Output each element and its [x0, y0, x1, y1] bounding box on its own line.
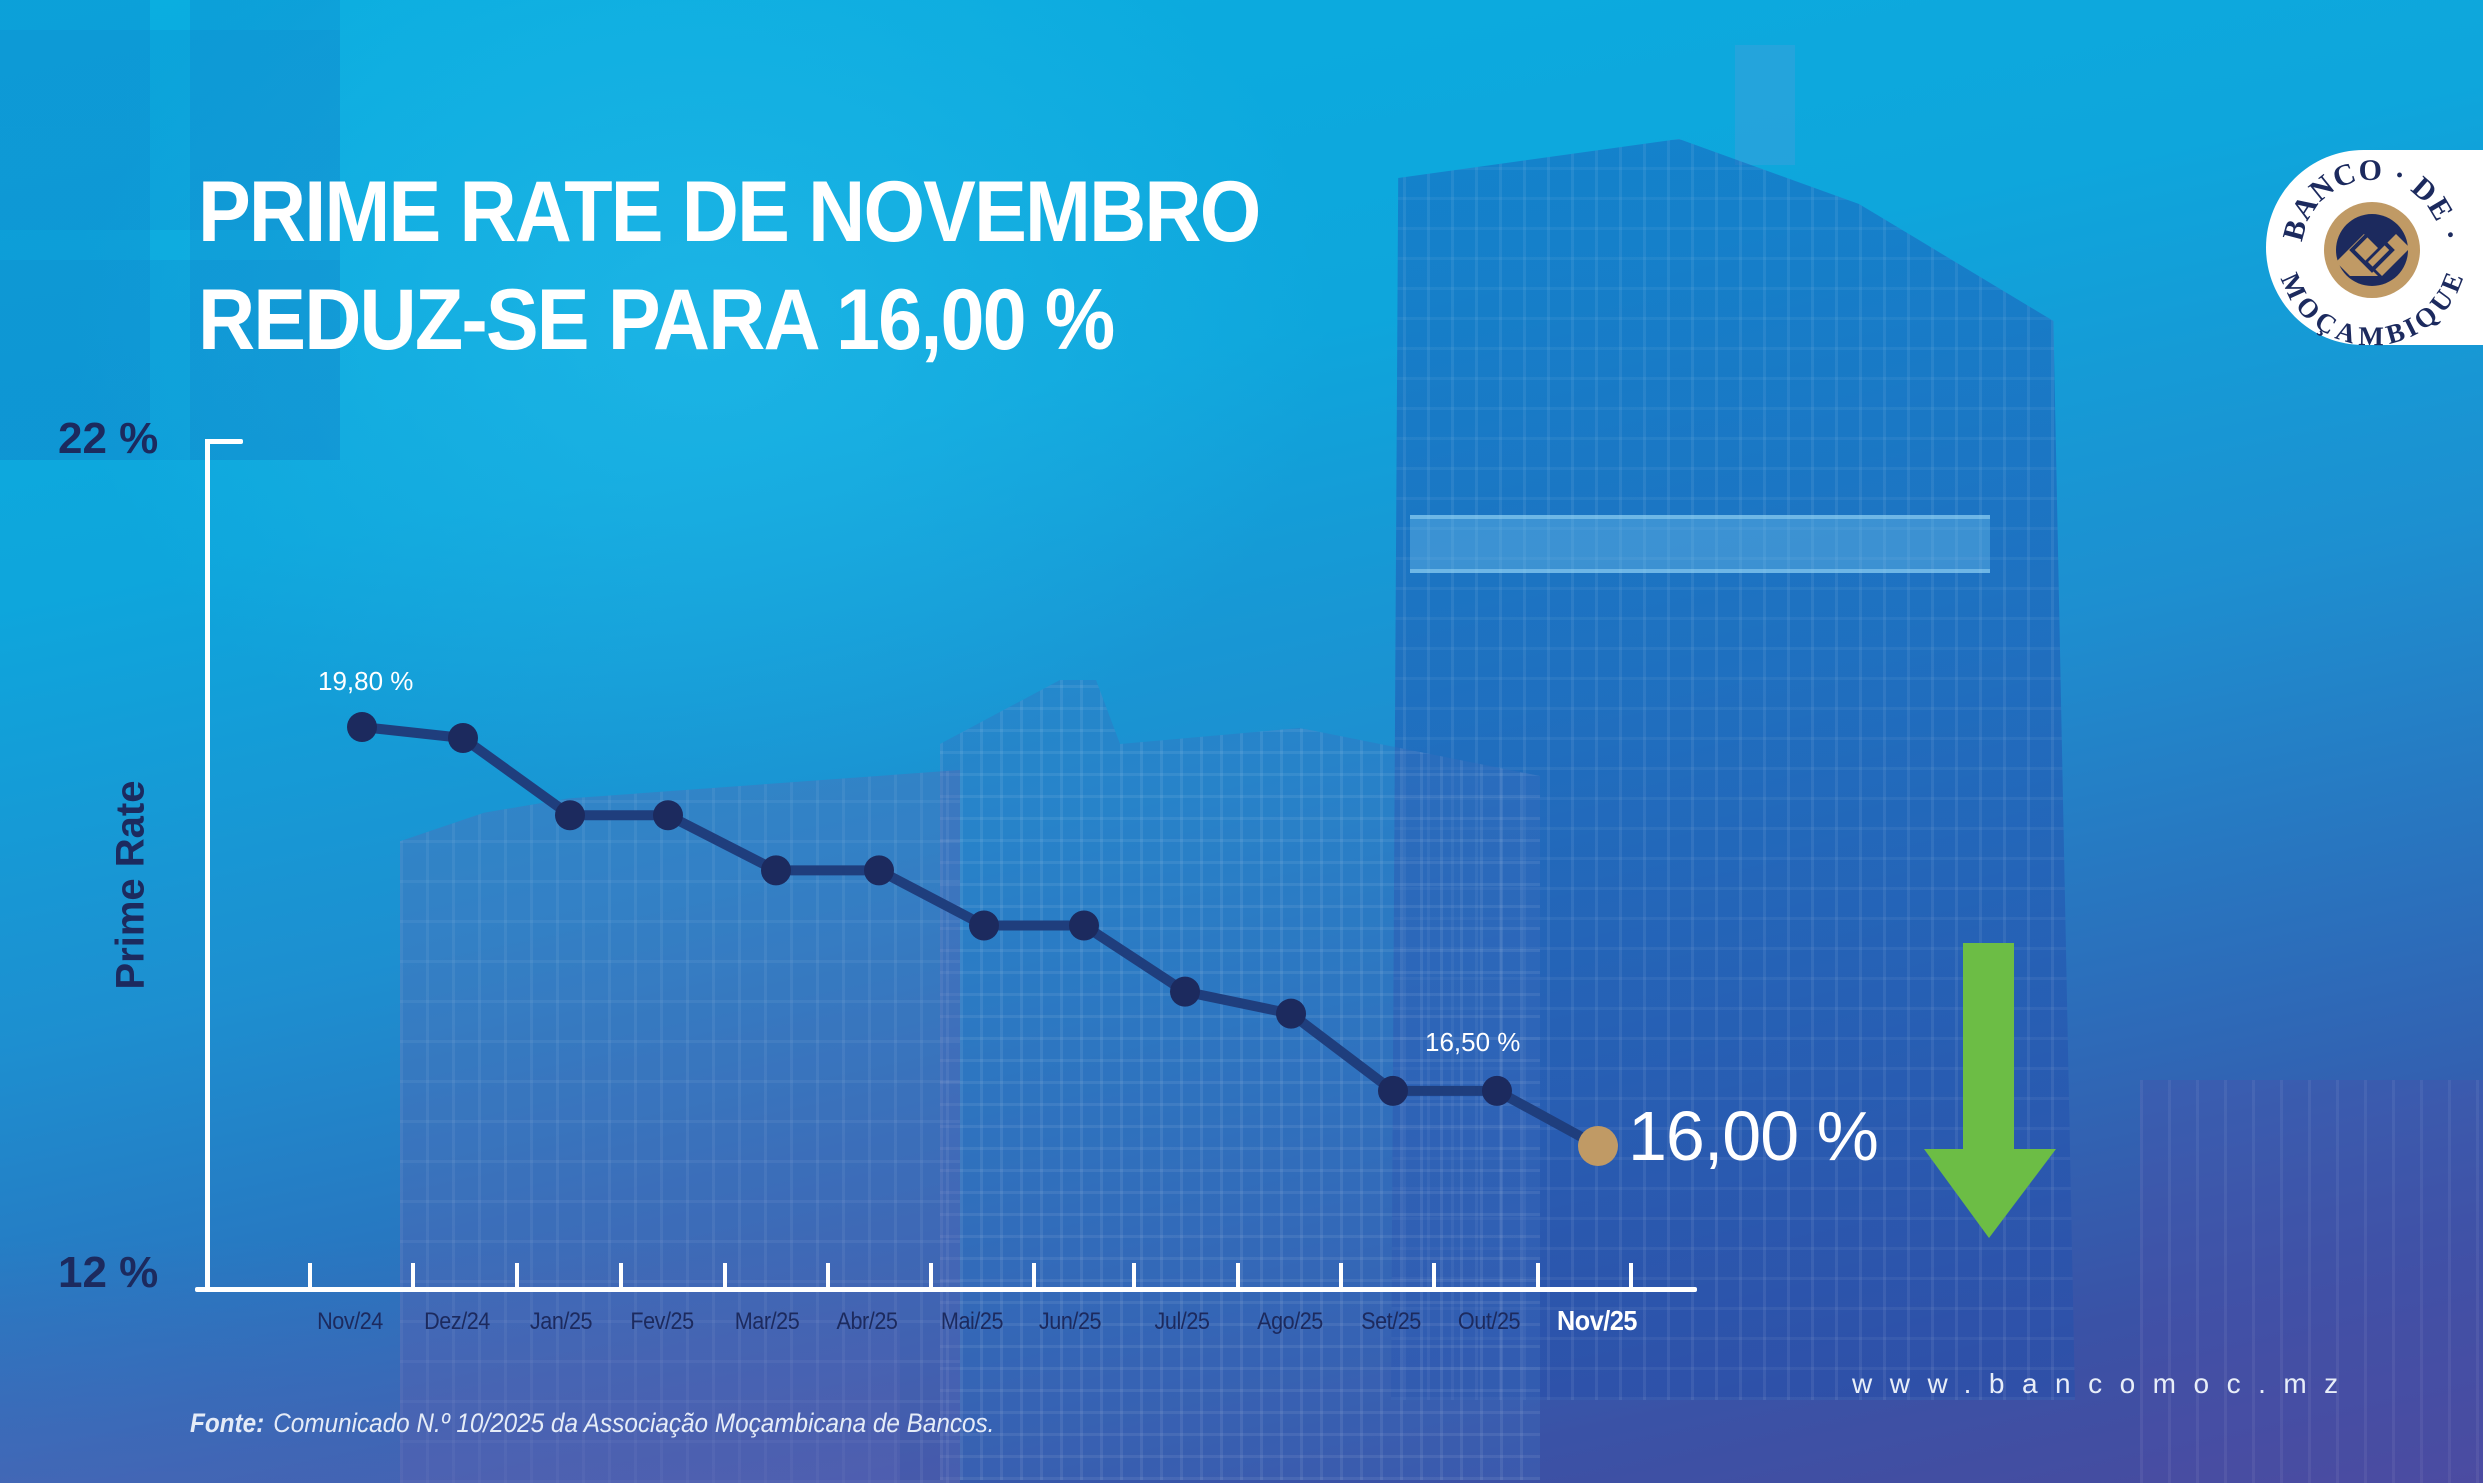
x-axis-tick [1339, 1263, 1343, 1289]
x-axis-tick [723, 1263, 727, 1289]
x-axis-tick [1432, 1263, 1436, 1289]
source-text: Comunicado N.º 10/2025 da Associação Moç… [273, 1408, 995, 1438]
data-point [347, 712, 377, 742]
x-axis-label: Jun/25 [1038, 1308, 1102, 1335]
x-axis-tick [411, 1263, 415, 1289]
data-point [555, 800, 585, 831]
point-label-previous: 16,50 % [1425, 1027, 1521, 1057]
current-data-point [1578, 1126, 1618, 1166]
data-point [1170, 976, 1200, 1007]
x-axis-tick [1629, 1263, 1633, 1289]
y-axis-max-label: 22 % [58, 414, 159, 463]
title-line-1: PRIME RATE DE NOVEMBRO [198, 164, 1261, 260]
x-axis-label: Mai/25 [940, 1308, 1004, 1335]
x-axis-tick [826, 1263, 830, 1289]
x-axis-label: Jan/25 [529, 1308, 593, 1335]
y-axis-line [205, 439, 210, 1292]
down-arrow-icon [1924, 943, 2056, 1238]
x-axis-label: Nov/24 [317, 1308, 383, 1335]
data-point [1482, 1075, 1512, 1106]
y-axis-min-label: 12 % [58, 1248, 159, 1297]
x-axis-label: Fev/25 [630, 1308, 694, 1335]
x-axis-tick [1032, 1263, 1036, 1289]
data-point [1378, 1075, 1408, 1106]
current-rate-value: 16,00 % [1628, 1097, 1879, 1175]
page-title: PRIME RATE DE NOVEMBRO REDUZ-SE PARA 16,… [198, 158, 1261, 374]
data-point [864, 855, 894, 886]
x-axis-label: Abr/25 [836, 1308, 898, 1335]
data-point [653, 800, 683, 831]
data-point [1276, 998, 1306, 1029]
title-line-2: REDUZ-SE PARA 16,00 % [198, 272, 1115, 368]
source-note: Fonte: Comunicado N.º 10/2025 da Associaç… [190, 1408, 994, 1439]
data-point [448, 723, 478, 754]
website-link[interactable]: www.bancomoc.mz [1852, 1368, 2356, 1399]
x-axis-label: Jul/25 [1154, 1308, 1210, 1335]
x-axis-label-current: Nov/25 [1557, 1305, 1637, 1336]
data-point [1069, 910, 1099, 941]
x-axis-label: Out/25 [1457, 1308, 1521, 1335]
x-axis-tick [1536, 1263, 1540, 1289]
x-axis-label: Set/25 [1361, 1308, 1421, 1335]
x-axis-tick [1132, 1263, 1136, 1289]
point-label-first: 19,80 % [318, 666, 414, 696]
x-axis-tick [619, 1263, 623, 1289]
x-axis-label: Ago/25 [1257, 1308, 1323, 1335]
x-axis-tick [308, 1263, 312, 1289]
x-axis-line [195, 1287, 1697, 1292]
data-point [969, 910, 999, 941]
x-axis-tick [1236, 1263, 1240, 1289]
x-axis-tick [515, 1263, 519, 1289]
x-axis-tick [929, 1263, 933, 1289]
x-axis-label: Dez/24 [424, 1308, 490, 1335]
y-axis-top-tick [205, 439, 243, 444]
data-point [761, 855, 791, 886]
source-label: Fonte: [190, 1408, 265, 1438]
banco-de-mocambique-logo-icon: BANCO · DE · MOÇAMBIQUE [2275, 154, 2469, 350]
x-axis-label: Mar/25 [734, 1308, 800, 1335]
